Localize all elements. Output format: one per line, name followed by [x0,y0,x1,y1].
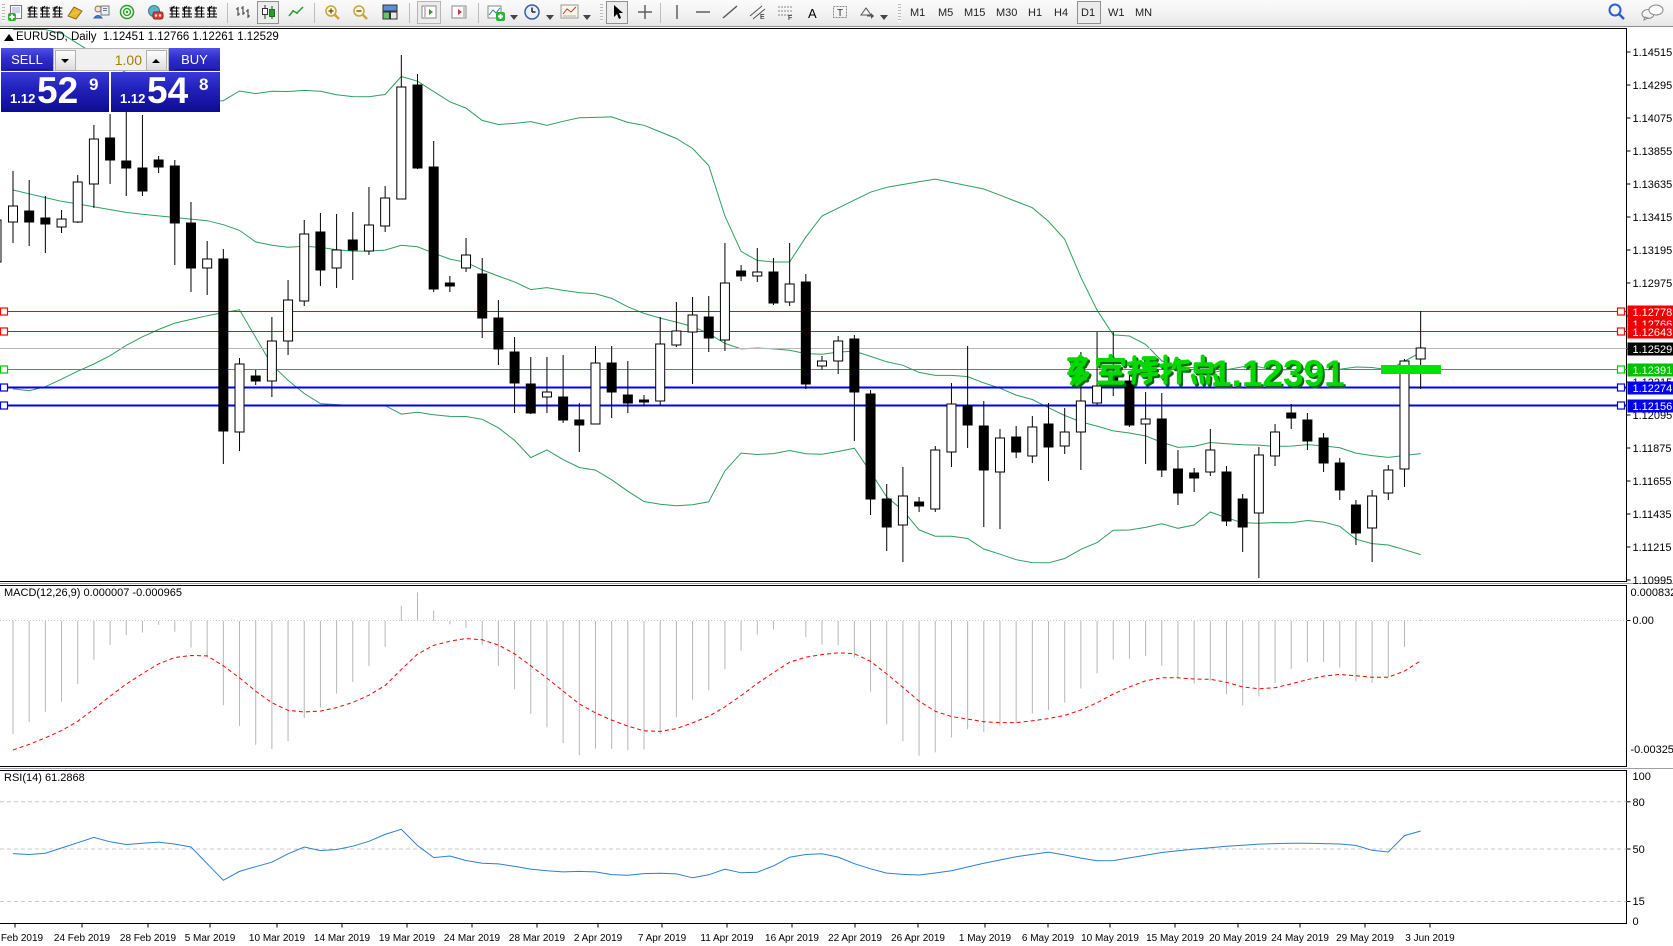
svg-text:11 Apr 2019: 11 Apr 2019 [700,933,754,944]
svg-text:1.10995: 1.10995 [1633,575,1673,587]
svg-text:14 Mar 2019: 14 Mar 2019 [314,933,371,944]
svg-text:1.12535: 1.12535 [1633,344,1673,356]
svg-text:5 Mar 2019: 5 Mar 2019 [185,933,236,944]
svg-text:7 Apr 2019: 7 Apr 2019 [638,933,687,944]
svg-text:15: 15 [1633,896,1645,908]
svg-text:1.13635: 1.13635 [1633,179,1673,191]
svg-text:1.12529: 1.12529 [1633,344,1673,356]
svg-text:1.13855: 1.13855 [1633,146,1673,158]
svg-text:0.000832: 0.000832 [1631,587,1673,599]
svg-text:1.12643: 1.12643 [1633,327,1673,339]
svg-text:0.00: 0.00 [1633,615,1654,627]
svg-text:80: 80 [1633,797,1645,809]
svg-text:20 May 2019: 20 May 2019 [1209,933,1267,944]
svg-text:22 Apr 2019: 22 Apr 2019 [828,933,882,944]
svg-text:1.12156: 1.12156 [1633,401,1673,413]
svg-text:24 Mar 2019: 24 Mar 2019 [444,933,501,944]
svg-text:1.12274: 1.12274 [1633,383,1673,395]
svg-text:1.13415: 1.13415 [1633,212,1673,224]
svg-text:RSI(14) 61.2868: RSI(14) 61.2868 [4,772,85,784]
svg-text:0: 0 [1633,916,1639,928]
svg-text:19 Mar 2019: 19 Mar 2019 [379,933,436,944]
svg-text:1.12391: 1.12391 [1213,355,1347,396]
svg-text:1.12778: 1.12778 [1633,307,1673,319]
svg-text:1.12755: 1.12755 [1633,311,1673,323]
svg-text:1.12391: 1.12391 [1211,353,1345,394]
svg-text:6 May 2019: 6 May 2019 [1022,933,1075,944]
svg-text:1.11215: 1.11215 [1633,542,1672,554]
svg-text:2 Apr 2019: 2 Apr 2019 [574,933,623,944]
svg-text:29 May 2019: 29 May 2019 [1336,933,1394,944]
svg-text:F: F [788,15,792,20]
svg-text:16 Apr 2019: 16 Apr 2019 [765,933,819,944]
svg-text:1.12975: 1.12975 [1633,278,1673,290]
svg-text:1.12391: 1.12391 [1633,365,1673,377]
svg-text:24 May 2019: 24 May 2019 [1271,933,1329,944]
svg-text:1.11875: 1.11875 [1633,443,1672,455]
svg-text:28 Feb 2019: 28 Feb 2019 [120,933,177,944]
svg-text:1.12095: 1.12095 [1633,410,1673,422]
svg-text:1.14075: 1.14075 [1633,113,1673,125]
svg-text:E: E [760,14,765,20]
svg-text:1 May 2019: 1 May 2019 [959,933,1012,944]
svg-text:-0.003259: -0.003259 [1631,744,1673,756]
svg-text:1.12315: 1.12315 [1633,377,1673,389]
svg-text:1.11435: 1.11435 [1633,509,1672,521]
svg-text:1.14515: 1.14515 [1633,47,1673,59]
svg-text:T: T [837,8,843,19]
svg-text:10 Mar 2019: 10 Mar 2019 [249,933,306,944]
svg-text:26 Apr 2019: 26 Apr 2019 [891,933,945,944]
svg-text:19 Feb 2019: 19 Feb 2019 [0,933,44,944]
svg-text:50: 50 [1633,844,1645,856]
svg-text:15 May 2019: 15 May 2019 [1146,933,1204,944]
svg-text:24 Feb 2019: 24 Feb 2019 [54,933,111,944]
svg-text:3 Jun 2019: 3 Jun 2019 [1405,933,1455,944]
svg-text:10 May 2019: 10 May 2019 [1081,933,1139,944]
svg-text:1.11655: 1.11655 [1633,476,1672,488]
svg-text:1.13195: 1.13195 [1633,245,1673,257]
svg-text:1.12766: 1.12766 [1633,319,1673,331]
svg-text:28 Mar 2019: 28 Mar 2019 [509,933,566,944]
svg-text:MACD(12,26,9) 0.000007 -0.0009: MACD(12,26,9) 0.000007 -0.000965 [4,587,182,599]
svg-text:100: 100 [1633,771,1651,783]
svg-text:1.14295: 1.14295 [1633,80,1673,92]
